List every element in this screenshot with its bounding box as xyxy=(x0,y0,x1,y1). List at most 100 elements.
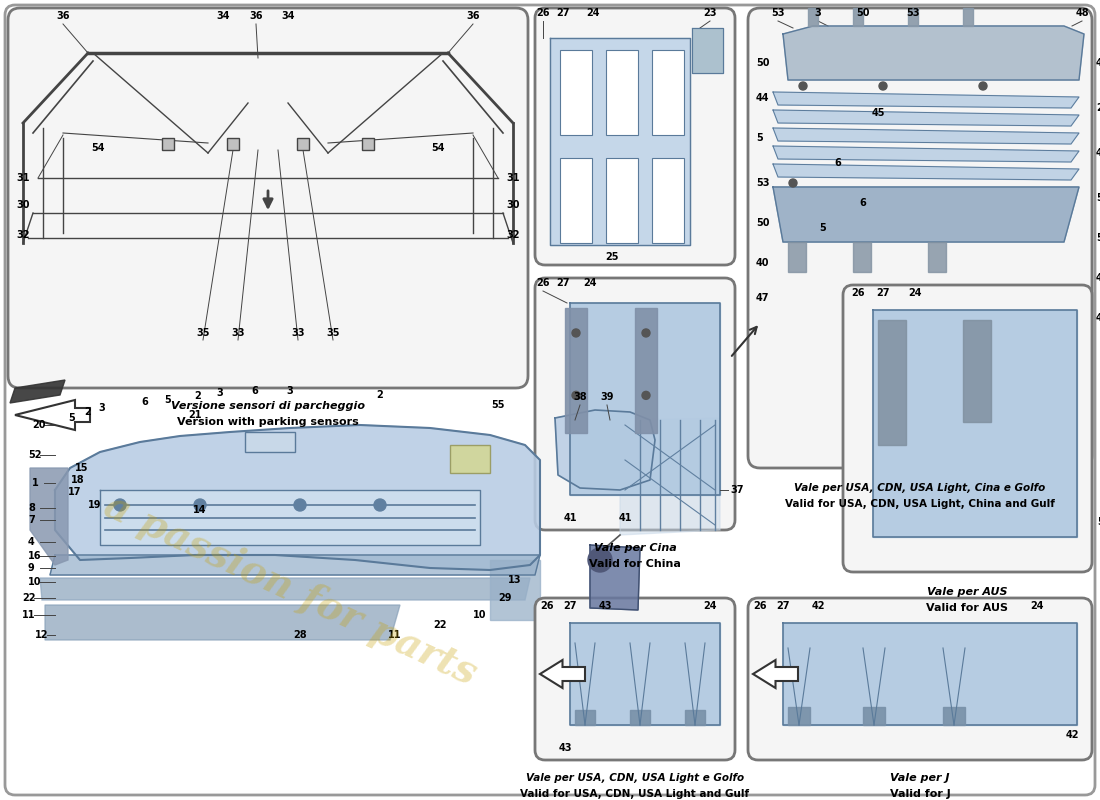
Text: 48: 48 xyxy=(1075,8,1089,18)
Text: 52: 52 xyxy=(28,450,42,460)
Text: 43: 43 xyxy=(558,743,572,753)
Text: 26: 26 xyxy=(537,8,550,18)
Polygon shape xyxy=(620,418,721,535)
Polygon shape xyxy=(15,400,90,430)
Text: 27: 27 xyxy=(557,8,570,18)
Circle shape xyxy=(572,329,580,337)
Polygon shape xyxy=(908,8,918,26)
Bar xyxy=(606,158,638,243)
Polygon shape xyxy=(556,410,654,490)
Bar xyxy=(227,138,239,150)
Text: 6: 6 xyxy=(142,397,148,407)
Bar xyxy=(450,445,490,473)
Text: 1: 1 xyxy=(32,478,39,488)
Text: 54: 54 xyxy=(431,143,444,153)
Polygon shape xyxy=(783,26,1084,80)
Text: 50: 50 xyxy=(1096,233,1100,243)
Polygon shape xyxy=(754,660,798,688)
Text: 33: 33 xyxy=(292,328,305,338)
Text: 55: 55 xyxy=(492,400,505,410)
Text: 8: 8 xyxy=(28,503,35,513)
Text: 3: 3 xyxy=(287,386,294,396)
FancyBboxPatch shape xyxy=(8,8,528,388)
Text: 26: 26 xyxy=(754,601,767,611)
Polygon shape xyxy=(962,8,974,26)
Text: 49: 49 xyxy=(1096,148,1100,158)
Text: 35: 35 xyxy=(327,328,340,338)
FancyBboxPatch shape xyxy=(535,278,735,530)
Text: 45: 45 xyxy=(871,108,884,118)
Text: 33: 33 xyxy=(231,328,244,338)
Text: 41: 41 xyxy=(563,513,576,523)
Polygon shape xyxy=(692,28,723,73)
Text: 23: 23 xyxy=(703,8,717,18)
Text: 53: 53 xyxy=(756,178,770,188)
Polygon shape xyxy=(635,308,657,433)
Text: 6: 6 xyxy=(835,158,842,168)
Text: 36: 36 xyxy=(466,11,480,21)
Text: 31: 31 xyxy=(16,173,30,183)
Text: 5: 5 xyxy=(820,223,826,233)
FancyBboxPatch shape xyxy=(535,8,735,265)
Polygon shape xyxy=(540,660,585,688)
Text: 44: 44 xyxy=(756,93,770,103)
Circle shape xyxy=(979,82,987,90)
Text: 40: 40 xyxy=(1096,313,1100,323)
Text: Vale per Cina: Vale per Cina xyxy=(594,543,676,553)
Text: 40: 40 xyxy=(756,258,770,268)
Polygon shape xyxy=(852,242,871,272)
Text: 39: 39 xyxy=(601,392,614,402)
Text: 4: 4 xyxy=(28,537,35,547)
Text: 2: 2 xyxy=(85,407,91,417)
Polygon shape xyxy=(550,38,690,245)
Polygon shape xyxy=(773,146,1079,162)
Polygon shape xyxy=(100,490,480,545)
Text: 2: 2 xyxy=(195,391,201,401)
Text: 6: 6 xyxy=(252,386,258,396)
Circle shape xyxy=(879,82,887,90)
Text: 24: 24 xyxy=(909,288,922,298)
Text: Valid for J: Valid for J xyxy=(890,789,950,799)
Text: 29: 29 xyxy=(1096,103,1100,113)
Text: 15: 15 xyxy=(75,463,89,473)
Text: 3: 3 xyxy=(217,388,223,398)
Polygon shape xyxy=(50,555,540,575)
Text: 27: 27 xyxy=(877,288,890,298)
Circle shape xyxy=(789,179,797,187)
Circle shape xyxy=(294,499,306,511)
Text: 19: 19 xyxy=(88,500,101,510)
Text: Vale per AUS: Vale per AUS xyxy=(926,587,1008,597)
Polygon shape xyxy=(490,560,540,620)
Bar xyxy=(297,138,309,150)
Text: Version with parking sensors: Version with parking sensors xyxy=(177,417,359,427)
Polygon shape xyxy=(773,92,1079,108)
Polygon shape xyxy=(788,242,806,272)
Polygon shape xyxy=(40,578,530,600)
Text: 11: 11 xyxy=(22,610,35,620)
FancyBboxPatch shape xyxy=(748,8,1092,468)
Text: 13: 13 xyxy=(508,575,521,585)
Polygon shape xyxy=(10,380,65,403)
Text: Versione sensori di parcheggio: Versione sensori di parcheggio xyxy=(170,401,365,411)
Text: 42: 42 xyxy=(812,601,825,611)
Text: 20: 20 xyxy=(32,420,45,430)
Text: 38: 38 xyxy=(573,392,586,402)
Polygon shape xyxy=(45,605,400,640)
Text: 2: 2 xyxy=(376,390,384,400)
Text: 31: 31 xyxy=(506,173,520,183)
Text: 47: 47 xyxy=(756,293,770,303)
Text: Valid for China: Valid for China xyxy=(590,559,681,569)
Polygon shape xyxy=(773,128,1079,144)
Text: 22: 22 xyxy=(433,620,447,630)
Bar xyxy=(560,158,592,243)
Polygon shape xyxy=(55,425,540,570)
Text: Vale per USA, CDN, USA Light e Golfo: Vale per USA, CDN, USA Light e Golfo xyxy=(526,773,744,783)
Bar xyxy=(560,50,592,135)
Polygon shape xyxy=(570,623,721,725)
Circle shape xyxy=(642,391,650,399)
Text: 32: 32 xyxy=(506,230,520,240)
Polygon shape xyxy=(575,710,595,725)
Text: 42: 42 xyxy=(1065,730,1079,740)
Text: 34: 34 xyxy=(282,11,295,21)
Text: 26: 26 xyxy=(851,288,865,298)
